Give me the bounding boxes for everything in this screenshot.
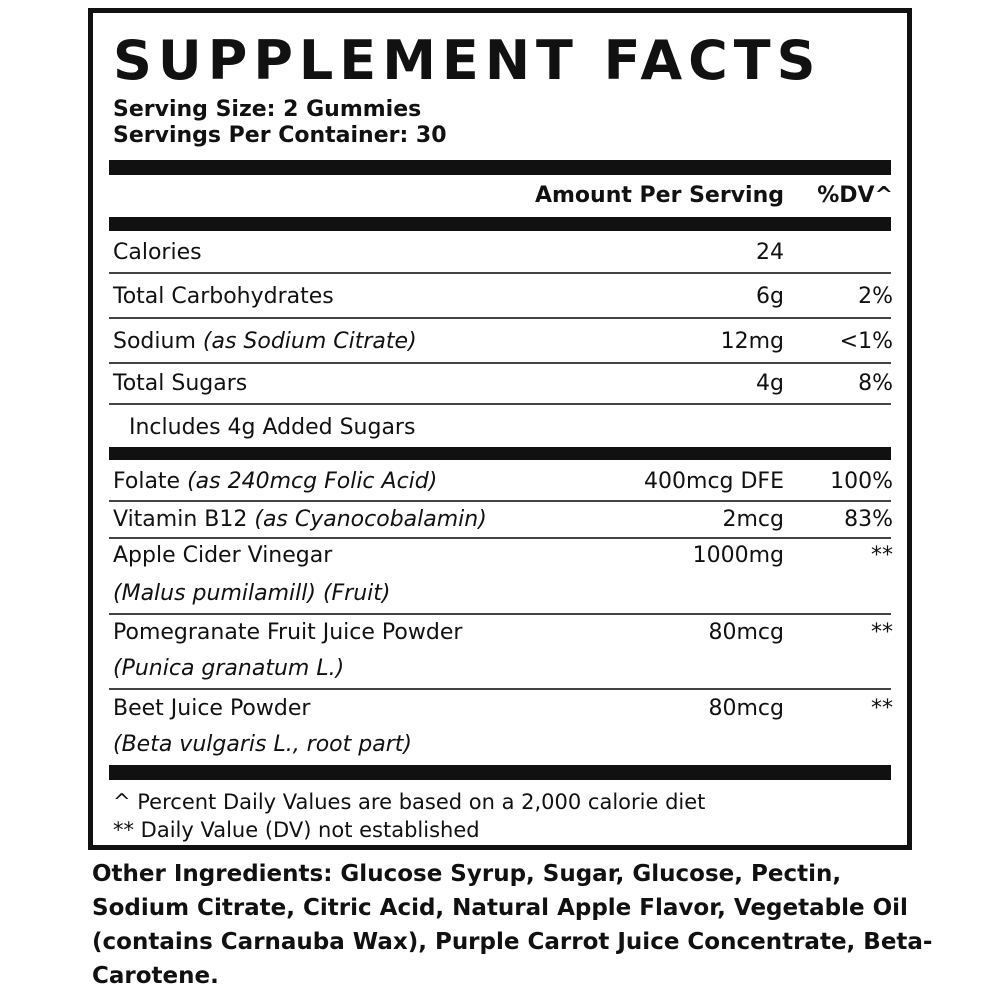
row-amount: 6g — [756, 284, 784, 309]
servings-per-container: Servings Per Container: 30 — [113, 123, 447, 148]
divider-thick — [109, 765, 891, 780]
header-amount: Amount Per Serving — [534, 183, 784, 208]
row-name: Calories — [113, 240, 202, 265]
row-amount: 1000mg — [692, 543, 784, 568]
row-name: Folate (as 240mcg Folic Acid) — [113, 469, 438, 494]
row-name: Beet Juice Powder — [113, 696, 311, 721]
row-amount: 80mcg — [708, 620, 785, 645]
divider — [109, 403, 891, 405]
panel-title: SUPPLEMENT FACTS — [113, 29, 822, 92]
row-amount: 400mcg DFE — [644, 469, 784, 494]
serving-size: Serving Size: 2 Gummies — [113, 97, 422, 122]
footnote-not-established: ** Daily Value (DV) not established — [113, 818, 480, 842]
divider — [109, 362, 891, 364]
row-dv: ** — [871, 696, 893, 721]
row-name: Total Sugars — [113, 371, 248, 396]
row-dv: 100% — [830, 469, 893, 494]
row-dv: 2% — [858, 284, 893, 309]
divider-thick — [109, 217, 891, 231]
row-name: Apple Cider Vinegar — [113, 543, 333, 568]
divider — [109, 317, 891, 319]
divider — [109, 613, 891, 615]
row-dv: <1% — [839, 329, 893, 354]
divider — [109, 272, 891, 274]
row-name: Vitamin B12 (as Cyanocobalamin) — [113, 507, 487, 532]
row-dv: ** — [871, 543, 893, 568]
divider — [109, 688, 891, 690]
supplement-facts-panel: SUPPLEMENT FACTS Serving Size: 2 Gummies… — [88, 8, 912, 850]
divider — [109, 537, 891, 539]
divider — [109, 500, 891, 502]
divider-thick — [109, 160, 891, 175]
row-amount: 4g — [756, 371, 784, 396]
row-amount: 12mg — [720, 329, 784, 354]
other-ingredients: Other Ingredients: Glucose Syrup, Sugar,… — [92, 861, 933, 989]
row-sub: (Malus pumilamill) (Fruit) — [113, 581, 391, 606]
row-sub: (Punica granatum L.) — [113, 656, 345, 681]
footnote-dv: ^ Percent Daily Values are based on a 2,… — [113, 790, 706, 814]
row-dv: 8% — [858, 371, 893, 396]
divider-thick — [109, 447, 891, 460]
header-dv: %DV^ — [817, 183, 893, 208]
row-amount: 80mcg — [708, 696, 785, 721]
row-name: Pomegranate Fruit Juice Powder — [113, 620, 463, 645]
row-name: Includes 4g Added Sugars — [129, 415, 416, 440]
row-name: Total Carbohydrates — [113, 284, 334, 309]
row-name: Sodium (as Sodium Citrate) — [113, 329, 417, 354]
row-dv: 83% — [844, 507, 893, 532]
row-amount: 2mcg — [722, 507, 785, 532]
row-dv: ** — [871, 620, 893, 645]
row-amount: 24 — [756, 240, 784, 265]
row-sub: (Beta vulgaris L., root part) — [113, 732, 412, 757]
